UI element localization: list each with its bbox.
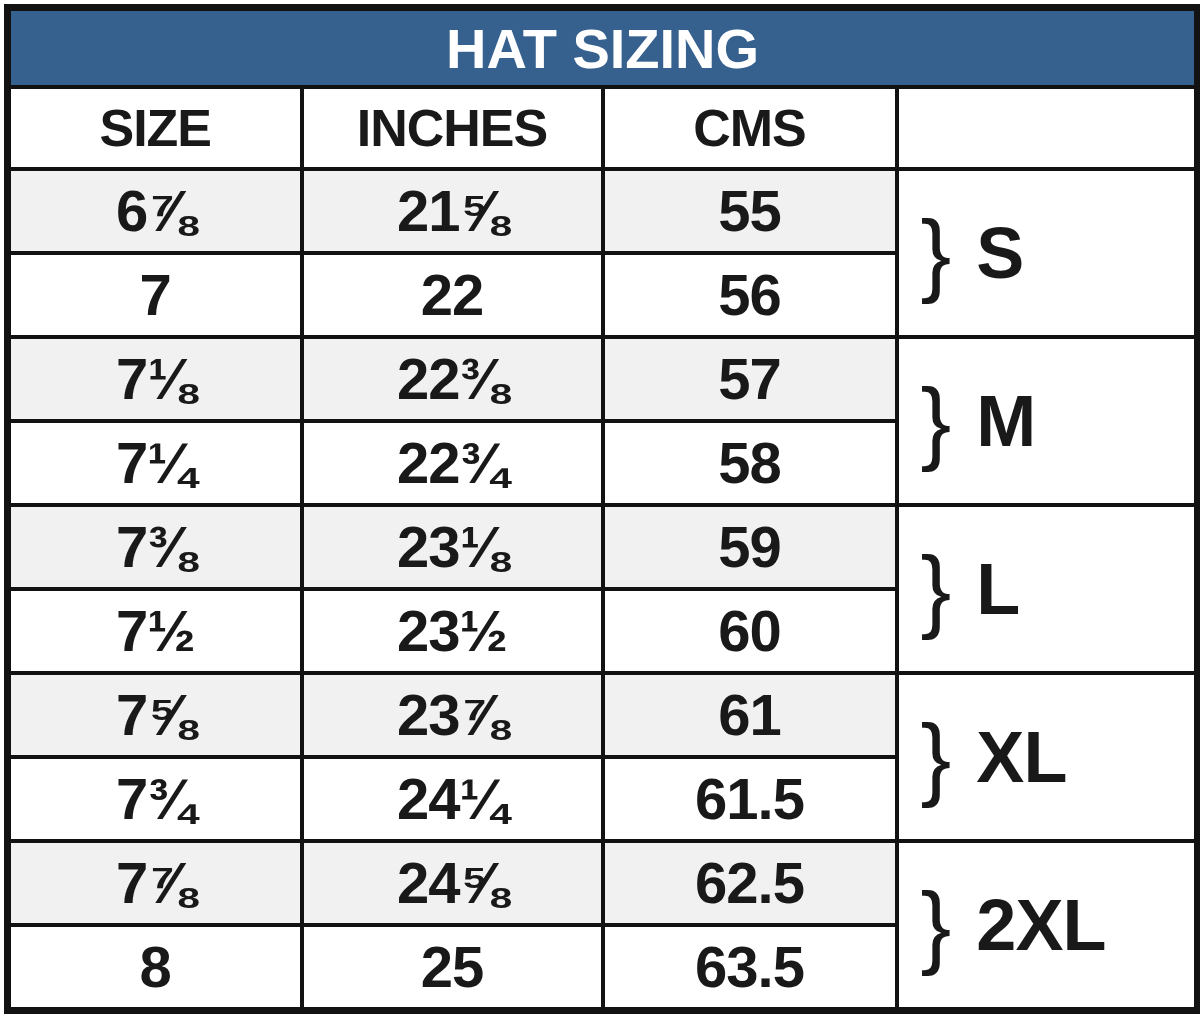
size-cell: 7¾ (8, 757, 302, 841)
group-cell-s: } S (897, 169, 1198, 337)
table-title: HAT SIZING (8, 8, 1198, 88)
inches-cell: 24⅝ (302, 841, 603, 925)
brace-glyph: } (921, 716, 952, 799)
inches-cell: 21⅝ (302, 169, 603, 253)
group-label: XL (976, 721, 1066, 793)
size-cell: 7 (8, 253, 302, 337)
hat-sizing-table: HAT SIZING SIZE INCHES CMS 6⅞ 21⅝ 55 } S… (4, 4, 1200, 1014)
size-cell: 7⅜ (8, 505, 302, 589)
group-label: M (976, 385, 1035, 457)
brace-glyph: } (921, 884, 952, 967)
inches-cell: 22 (302, 253, 603, 337)
table-row: 7⅜ 23⅛ 59 } L (8, 505, 1198, 589)
brace-glyph: } (921, 212, 952, 295)
table-row: 6⅞ 21⅝ 55 } S (8, 169, 1198, 253)
size-cell: 7⅝ (8, 673, 302, 757)
inches-cell: 25 (302, 925, 603, 1011)
group-cell-m: } M (897, 337, 1198, 505)
group-label: S (976, 217, 1023, 289)
inches-cell: 23⅞ (302, 673, 603, 757)
column-header-group (897, 87, 1198, 169)
group-cell-l: } L (897, 505, 1198, 673)
table-row: 7⅝ 23⅞ 61 } XL (8, 673, 1198, 757)
cms-cell: 61.5 (603, 757, 897, 841)
cms-cell: 58 (603, 421, 897, 505)
cms-cell: 62.5 (603, 841, 897, 925)
column-header-inches: INCHES (302, 87, 603, 169)
cms-cell: 63.5 (603, 925, 897, 1011)
column-header-cms: CMS (603, 87, 897, 169)
size-cell: 7⅞ (8, 841, 302, 925)
cms-cell: 59 (603, 505, 897, 589)
brace-glyph: } (921, 380, 952, 463)
inches-cell: 24¼ (302, 757, 603, 841)
cms-cell: 61 (603, 673, 897, 757)
column-header-size: SIZE (8, 87, 302, 169)
group-cell-xl: } XL (897, 673, 1198, 841)
cms-cell: 55 (603, 169, 897, 253)
size-cell: 7½ (8, 589, 302, 673)
group-cell-2xl: } 2XL (897, 841, 1198, 1011)
size-cell: 7¼ (8, 421, 302, 505)
inches-cell: 22¾ (302, 421, 603, 505)
table-row: 7⅛ 22⅜ 57 } M (8, 337, 1198, 421)
inches-cell: 22⅜ (302, 337, 603, 421)
table-row: 7⅞ 24⅝ 62.5 } 2XL (8, 841, 1198, 925)
cms-cell: 57 (603, 337, 897, 421)
cms-cell: 60 (603, 589, 897, 673)
title-bar: HAT SIZING (8, 8, 1198, 88)
size-cell: 8 (8, 925, 302, 1011)
group-label: L (976, 553, 1019, 625)
size-cell: 7⅛ (8, 337, 302, 421)
inches-cell: 23½ (302, 589, 603, 673)
brace-glyph: } (921, 548, 952, 631)
column-header-row: SIZE INCHES CMS (8, 87, 1198, 169)
inches-cell: 23⅛ (302, 505, 603, 589)
size-cell: 6⅞ (8, 169, 302, 253)
cms-cell: 56 (603, 253, 897, 337)
group-label: 2XL (976, 889, 1105, 961)
